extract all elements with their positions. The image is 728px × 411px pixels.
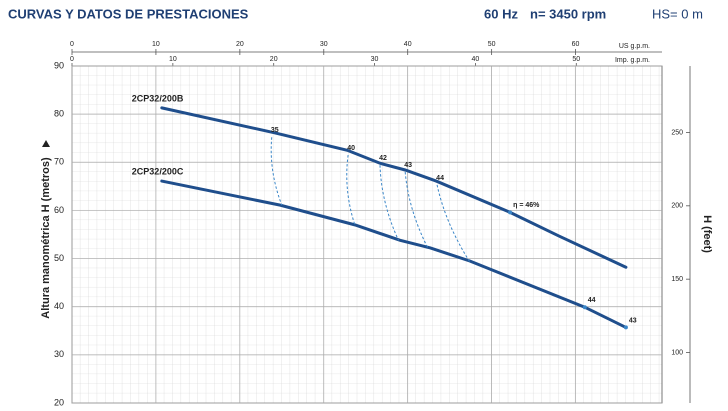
y-tick-label: 50 xyxy=(54,253,64,263)
y-tick-label: 70 xyxy=(54,157,64,167)
x-tick-label: 50 xyxy=(488,41,496,48)
axis-arrow xyxy=(42,140,50,147)
efficiency-point xyxy=(508,210,513,215)
efficiency-label: 43 xyxy=(629,317,637,324)
x-axis-label: US g.p.m. xyxy=(619,43,650,50)
y2-tick-label: 150 xyxy=(671,276,683,283)
x2-tick-label: 0 xyxy=(70,56,74,63)
efficiency-label: 40 xyxy=(347,145,355,152)
efficiency-label: 44 xyxy=(436,175,444,182)
x2-tick-label: 30 xyxy=(371,56,379,63)
series-line xyxy=(160,179,628,329)
y-tick-label: 40 xyxy=(54,301,64,311)
efficiency-label: 44 xyxy=(588,297,596,304)
x2-tick-label: 40 xyxy=(472,56,480,63)
header-speed: n= 3450 rpm xyxy=(530,6,606,21)
efficiency-line xyxy=(270,137,283,206)
y-tick-label: 20 xyxy=(54,397,64,407)
series-label: 2CP32/200C xyxy=(132,166,184,176)
y-tick-label: 60 xyxy=(54,205,64,215)
efficiency-line xyxy=(346,154,356,226)
minor-grid xyxy=(72,66,662,403)
y2-tick-label: 200 xyxy=(671,203,683,210)
header-frequency: 60 Hz xyxy=(484,6,518,21)
y-tick-label: 90 xyxy=(54,60,64,70)
header-hs: HS= 0 m xyxy=(652,6,703,21)
x-tick-label: 10 xyxy=(152,41,160,48)
y-tick-label: 30 xyxy=(54,349,64,359)
efficiency-line xyxy=(404,171,429,249)
y2-axis-label: H (feet) xyxy=(701,215,713,253)
efficiency-point xyxy=(623,325,628,330)
x2-tick-label: 20 xyxy=(270,56,278,63)
efficiency-label: η = 46% xyxy=(513,202,540,209)
series-label: 2CP32/200B xyxy=(132,93,184,103)
efficiency-line xyxy=(379,165,399,241)
x-tick-label: 20 xyxy=(236,41,244,48)
x-tick-label: 40 xyxy=(404,41,412,48)
efficiency-label: 43 xyxy=(404,162,412,169)
x2-tick-label: 50 xyxy=(572,56,580,63)
x-tick-label: 60 xyxy=(572,41,580,48)
y2-tick-label: 250 xyxy=(671,129,683,136)
x-tick-label: 0 xyxy=(70,41,74,48)
x-tick-label: 30 xyxy=(320,41,328,48)
efficiency-point xyxy=(582,305,587,310)
x2-axis-label: Imp. g.p.m. xyxy=(615,57,650,64)
efficiency-label: 35 xyxy=(271,127,279,134)
y2-tick-label: 100 xyxy=(671,349,683,356)
efficiency-label: 42 xyxy=(379,155,387,162)
header-title: CURVAS Y DATOS DE PRESTACIONES xyxy=(8,6,249,21)
y-axis-label: Altura manométrica H (metros) xyxy=(40,157,52,319)
series-line xyxy=(160,106,628,269)
x2-tick-label: 10 xyxy=(169,56,177,63)
y-tick-label: 80 xyxy=(54,109,64,119)
